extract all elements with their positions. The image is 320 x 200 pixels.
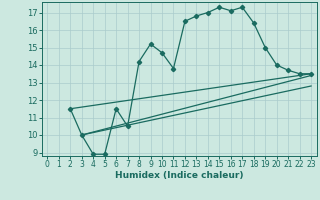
- X-axis label: Humidex (Indice chaleur): Humidex (Indice chaleur): [115, 171, 244, 180]
